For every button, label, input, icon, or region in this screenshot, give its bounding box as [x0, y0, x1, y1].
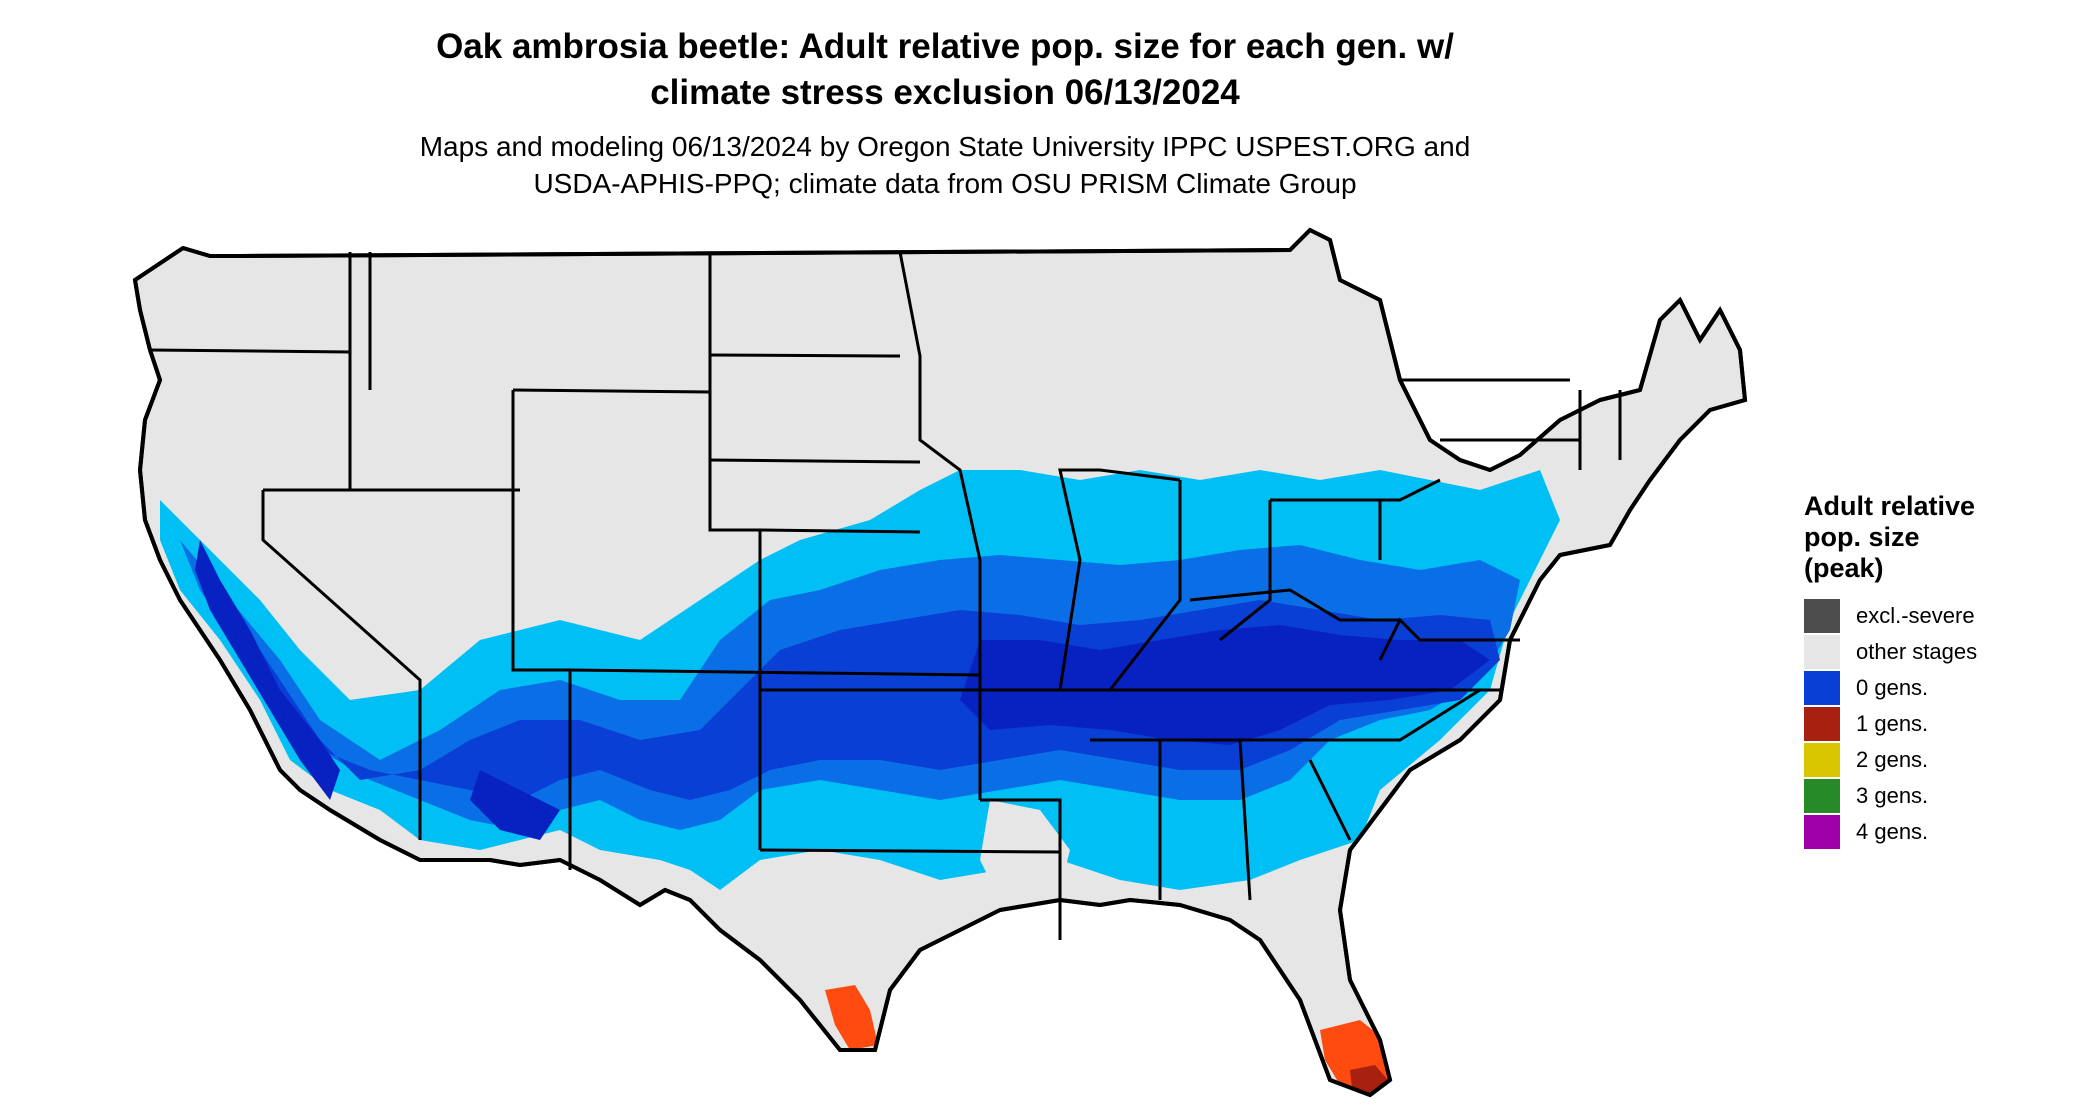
legend-title: Adult relative pop. size (peak) — [1804, 491, 2094, 584]
legend-item: 1 gens. — [1804, 706, 2094, 742]
legend-item: 0 gens. — [1804, 670, 2094, 706]
state-borders — [149, 251, 1622, 940]
legend-label: 4 gens. — [1856, 819, 1929, 844]
legend: Adult relative pop. size (peak) excl.-se… — [1804, 491, 2094, 850]
legend-swatch — [1804, 671, 1840, 705]
legend-title-line-1: Adult relative — [1804, 491, 1976, 521]
legend-item: excl.-severe — [1804, 598, 2094, 634]
legend-title-line-3: (peak) — [1804, 553, 1884, 583]
map-title-line-1: Oak ambrosia beetle: Adult relative pop.… — [436, 27, 1454, 66]
map-subtitle-line-1: Maps and modeling 06/13/2024 by Oregon S… — [419, 131, 1471, 162]
zone-deep-blue-east — [960, 625, 1490, 745]
legend-item: 3 gens. — [1804, 778, 2094, 814]
legend-title-line-2: pop. size — [1804, 522, 1920, 552]
legend-swatch — [1804, 743, 1840, 777]
us-map — [133, 228, 1747, 1097]
map-subtitle-line-2: USDA-APHIS-PPQ; climate data from OSU PR… — [533, 168, 1357, 199]
legend-label: other stages — [1856, 639, 1978, 664]
zone-deep-blue-west — [195, 540, 340, 800]
legend-label: 1 gens. — [1856, 711, 1929, 736]
legend-label: 0 gens. — [1856, 675, 1929, 700]
legend-item: other stages — [1804, 634, 2094, 670]
legend-swatch — [1804, 707, 1840, 741]
legend-label: 2 gens. — [1856, 747, 1929, 772]
map-title-line-2: climate stress exclusion 06/13/2024 — [650, 73, 1240, 112]
legend-label: 3 gens. — [1856, 783, 1929, 808]
map-subtitle: Maps and modeling 06/13/2024 by Oregon S… — [0, 128, 1890, 202]
legend-label: excl.-severe — [1856, 603, 1975, 628]
legend-item: 4 gens. — [1804, 814, 2094, 850]
legend-swatch — [1804, 635, 1840, 669]
zone-deep-blue-southwest — [470, 770, 560, 840]
legend-swatch — [1804, 815, 1840, 849]
zone-orange-texas — [825, 985, 878, 1050]
legend-items: excl.-severe other stages 0 gens. 1 gens. 2 … — [1804, 598, 2094, 850]
legend-item: 2 gens. — [1804, 742, 2094, 778]
legend-swatch — [1804, 599, 1840, 633]
legend-swatch — [1804, 779, 1840, 813]
map-title: Oak ambrosia beetle: Adult relative pop.… — [0, 24, 1890, 116]
